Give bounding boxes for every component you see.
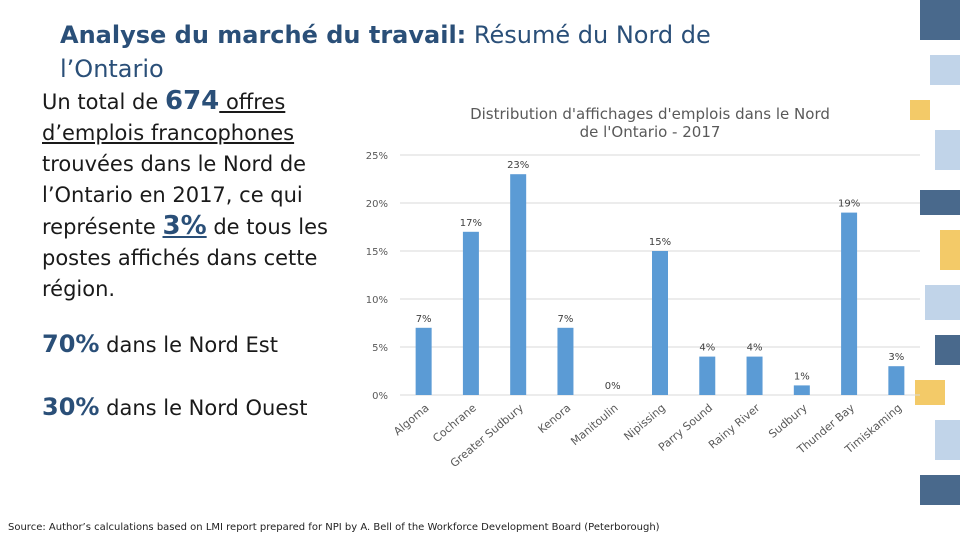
chart-title-line-2: de l'Ontario - 2017 xyxy=(580,123,721,141)
summary-part4: de tous les postes affichés dans cette r… xyxy=(42,215,328,301)
x-tick-label: Cochrane xyxy=(430,401,479,445)
bar xyxy=(415,327,432,395)
x-tick-label: Rainy River xyxy=(706,401,763,452)
bar xyxy=(888,366,905,395)
y-tick-label: 10% xyxy=(366,295,388,306)
title-rest: Résumé du Nord de l’Ontario xyxy=(60,21,711,83)
data-label: 17% xyxy=(460,218,482,229)
summary-part2: offres d’emplois francophones xyxy=(42,90,295,145)
stat-west-label: dans le Nord Ouest xyxy=(99,396,308,420)
x-tick-label: Manitoulin xyxy=(568,401,620,448)
bar xyxy=(510,174,527,395)
x-tick-label: Sudbury xyxy=(766,401,810,441)
bar xyxy=(841,212,858,395)
x-tick-label: Nipissing xyxy=(621,401,668,443)
decorative-pattern xyxy=(910,0,960,505)
y-tick-label: 25% xyxy=(366,151,388,162)
stat-north-east: 70% dans le Nord Est xyxy=(42,330,278,358)
y-tick-label: 5% xyxy=(372,343,388,354)
summary-percent: 3% xyxy=(162,211,207,241)
data-label: 19% xyxy=(838,199,860,210)
summary-count: 674 xyxy=(164,86,220,116)
data-label: 7% xyxy=(558,314,574,325)
data-label: 0% xyxy=(605,381,621,392)
summary-text: Un total de 674 offres d’emplois francop… xyxy=(42,86,342,305)
summary-part1: Un total de xyxy=(42,90,165,114)
data-label: 1% xyxy=(794,371,810,382)
source-note: Source: Author’s calculations based on L… xyxy=(8,522,660,533)
data-label: 4% xyxy=(699,343,715,354)
bar xyxy=(746,356,763,395)
stat-west-pct: 30% xyxy=(42,393,100,421)
y-tick-label: 20% xyxy=(366,199,388,210)
data-label: 15% xyxy=(649,237,671,248)
bar xyxy=(557,327,574,395)
data-label: 3% xyxy=(888,352,904,363)
data-label: 4% xyxy=(747,343,763,354)
y-tick-label: 15% xyxy=(366,247,388,258)
stat-east-label: dans le Nord Est xyxy=(99,333,278,357)
chart-title-line-1: Distribution d'affichages d'emplois dans… xyxy=(470,105,830,123)
bar xyxy=(462,231,479,395)
y-tick-label: 0% xyxy=(372,391,388,402)
data-label: 7% xyxy=(416,314,432,325)
title-bold: Analyse du marché du travail: xyxy=(60,21,467,49)
x-tick-label: Algoma xyxy=(391,401,431,438)
stat-north-west: 30% dans le Nord Ouest xyxy=(42,393,307,421)
summary-part3: trouvées dans le Nord de l’Ontario en 20… xyxy=(42,152,307,239)
bar-chart: Distribution d'affichages d'emplois dans… xyxy=(366,105,920,470)
bar xyxy=(652,251,668,395)
bar xyxy=(793,385,810,395)
page-title: Analyse du marché du travail: Résumé du … xyxy=(60,18,780,86)
stat-east-pct: 70% xyxy=(42,330,100,358)
data-label: 23% xyxy=(507,160,529,171)
bar xyxy=(699,356,716,395)
x-tick-label: Kenora xyxy=(536,401,574,436)
